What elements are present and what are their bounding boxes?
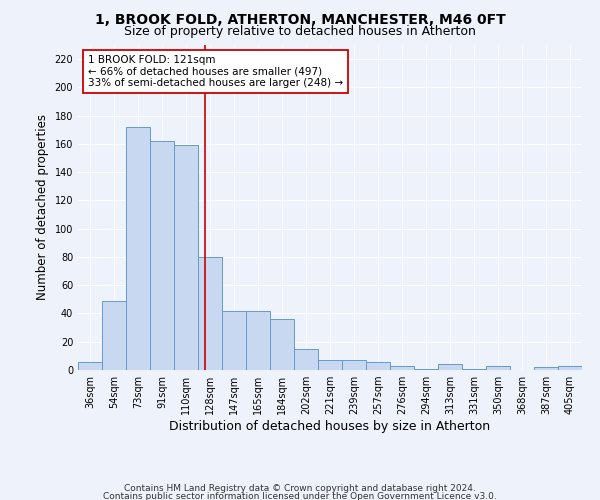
Bar — [414, 368, 438, 370]
Bar — [294, 349, 318, 370]
Bar — [486, 366, 510, 370]
Bar — [174, 146, 198, 370]
Bar — [366, 362, 390, 370]
Bar — [78, 362, 102, 370]
Bar — [246, 310, 270, 370]
Bar — [270, 319, 294, 370]
Y-axis label: Number of detached properties: Number of detached properties — [36, 114, 49, 300]
Bar — [534, 367, 558, 370]
Bar — [342, 360, 366, 370]
Bar — [318, 360, 342, 370]
Text: 1 BROOK FOLD: 121sqm
← 66% of detached houses are smaller (497)
33% of semi-deta: 1 BROOK FOLD: 121sqm ← 66% of detached h… — [88, 54, 343, 88]
Bar — [462, 368, 486, 370]
Bar — [150, 141, 174, 370]
Text: Size of property relative to detached houses in Atherton: Size of property relative to detached ho… — [124, 25, 476, 38]
Bar — [102, 301, 126, 370]
Bar — [198, 257, 222, 370]
Text: 1, BROOK FOLD, ATHERTON, MANCHESTER, M46 0FT: 1, BROOK FOLD, ATHERTON, MANCHESTER, M46… — [95, 12, 505, 26]
Bar — [390, 366, 414, 370]
Bar — [558, 366, 582, 370]
X-axis label: Distribution of detached houses by size in Atherton: Distribution of detached houses by size … — [169, 420, 491, 433]
Text: Contains public sector information licensed under the Open Government Licence v3: Contains public sector information licen… — [103, 492, 497, 500]
Bar — [222, 310, 246, 370]
Bar — [438, 364, 462, 370]
Bar — [126, 127, 150, 370]
Text: Contains HM Land Registry data © Crown copyright and database right 2024.: Contains HM Land Registry data © Crown c… — [124, 484, 476, 493]
